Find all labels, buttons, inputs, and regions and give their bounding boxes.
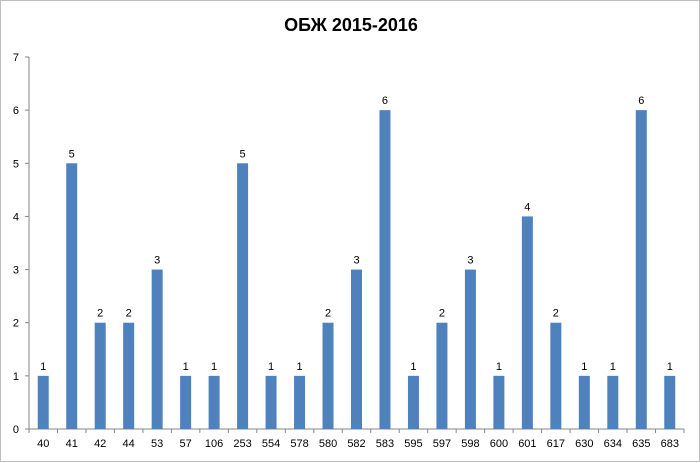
y-tick-label: 1 bbox=[13, 371, 19, 383]
data-label: 1 bbox=[40, 361, 46, 373]
x-tick-label: 53 bbox=[151, 438, 163, 450]
bar bbox=[322, 322, 334, 429]
bar bbox=[379, 110, 391, 430]
bar bbox=[151, 269, 163, 429]
x-tick-label: 57 bbox=[180, 438, 192, 450]
x-tick-label: 106 bbox=[205, 438, 223, 450]
data-label: 6 bbox=[382, 95, 388, 107]
x-tick-label: 595 bbox=[404, 438, 422, 450]
bar bbox=[493, 375, 505, 429]
bar bbox=[578, 375, 590, 429]
x-tick-label: 41 bbox=[66, 438, 78, 450]
bar bbox=[607, 375, 619, 429]
x-tick-label: 617 bbox=[547, 438, 565, 450]
bar bbox=[294, 375, 306, 429]
x-tick-label: 578 bbox=[290, 438, 308, 450]
y-tick-label: 7 bbox=[13, 52, 19, 64]
bar bbox=[407, 375, 419, 429]
bar bbox=[66, 163, 78, 430]
data-label: 1 bbox=[410, 361, 416, 373]
bar bbox=[521, 216, 533, 429]
x-tick-label: 40 bbox=[37, 438, 49, 450]
x-tick-label: 582 bbox=[347, 438, 365, 450]
data-label: 3 bbox=[154, 255, 160, 267]
data-label: 5 bbox=[69, 148, 75, 160]
bar bbox=[550, 322, 562, 429]
y-tick-label: 5 bbox=[13, 158, 19, 170]
x-tick-label: 683 bbox=[661, 438, 679, 450]
x-tick-label: 601 bbox=[518, 438, 536, 450]
bar bbox=[94, 322, 106, 429]
data-label: 1 bbox=[496, 361, 502, 373]
y-tick-label: 3 bbox=[13, 265, 19, 277]
y-tick-label: 6 bbox=[13, 105, 19, 117]
bar bbox=[664, 375, 676, 429]
bar bbox=[464, 269, 476, 429]
y-tick-label: 2 bbox=[13, 318, 19, 330]
bar bbox=[436, 322, 448, 429]
data-label: 1 bbox=[581, 361, 587, 373]
data-label: 5 bbox=[240, 148, 246, 160]
data-label: 2 bbox=[553, 308, 559, 320]
bar bbox=[265, 375, 277, 429]
x-tick-label: 580 bbox=[319, 438, 337, 450]
x-tick-label: 634 bbox=[604, 438, 622, 450]
bar bbox=[351, 269, 362, 429]
bar bbox=[123, 322, 135, 429]
x-tick-label: 598 bbox=[461, 438, 479, 450]
data-label: 1 bbox=[183, 361, 189, 373]
bar bbox=[208, 375, 220, 429]
x-tick-label: 253 bbox=[233, 438, 251, 450]
data-label: 6 bbox=[638, 95, 644, 107]
data-label: 1 bbox=[610, 361, 616, 373]
x-tick-label: 44 bbox=[123, 438, 135, 450]
data-label: 2 bbox=[439, 308, 445, 320]
chart-title: ОБЖ 2015-2016 bbox=[284, 15, 418, 35]
bar bbox=[180, 375, 192, 429]
y-tick-label: 0 bbox=[13, 424, 19, 436]
data-label: 2 bbox=[126, 308, 132, 320]
data-label: 4 bbox=[524, 201, 530, 213]
data-label: 1 bbox=[211, 361, 217, 373]
x-tick-label: 597 bbox=[433, 438, 451, 450]
data-label: 1 bbox=[268, 361, 274, 373]
data-label: 1 bbox=[667, 361, 673, 373]
x-tick-label: 583 bbox=[376, 438, 394, 450]
bar bbox=[237, 163, 249, 430]
data-label: 3 bbox=[467, 255, 473, 267]
bar bbox=[37, 375, 49, 429]
x-tick-label: 554 bbox=[262, 438, 280, 450]
x-tick-label: 630 bbox=[575, 438, 593, 450]
data-label: 2 bbox=[325, 308, 331, 320]
x-tick-label: 600 bbox=[490, 438, 508, 450]
data-label: 3 bbox=[353, 255, 359, 267]
data-label: 2 bbox=[97, 308, 103, 320]
x-tick-label: 42 bbox=[94, 438, 106, 450]
data-label: 1 bbox=[296, 361, 302, 373]
y-tick-label: 4 bbox=[13, 211, 19, 223]
x-tick-label: 635 bbox=[632, 438, 650, 450]
bar bbox=[635, 110, 647, 430]
